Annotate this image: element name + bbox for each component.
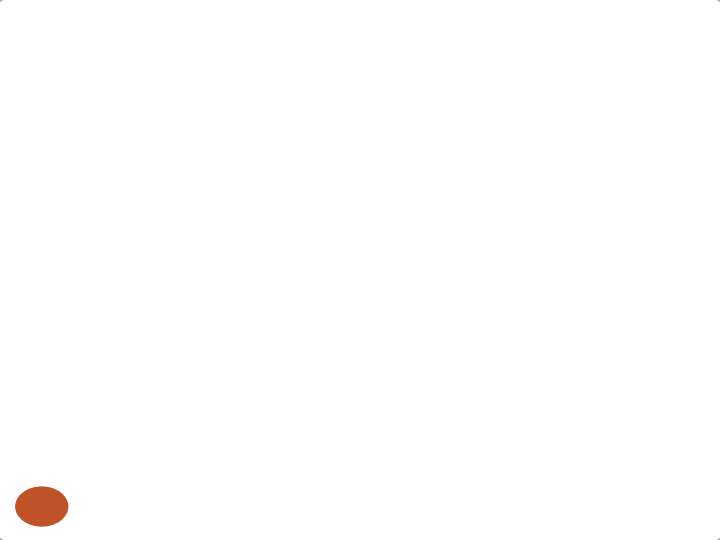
Text: dataType [][]arrayRefVar; (or): dataType [][]arrayRefVar; (or) [101,312,384,330]
Text: ♻: ♻ [60,357,78,376]
Text: known as matrix form).: known as matrix form). [107,146,327,165]
Text: ♻: ♻ [60,403,78,422]
Text: dataType[][] arrayRefVar; (or): dataType[][] arrayRefVar; (or) [101,266,384,284]
Text: ♻: ♻ [60,266,78,285]
Text: ♻: ♻ [60,113,78,132]
Text: 11: 11 [31,499,53,514]
Text: ♻: ♻ [60,312,78,330]
Text: Syntax to Declare Multidimensional Array: Syntax to Declare Multidimensional Array [50,220,491,238]
Text: data is stored in row and column based index (also: data is stored in row and column based i… [101,113,582,131]
Text: Multidimensional array: Multidimensional array [153,46,567,80]
Text: dataType []arrayRefVar[];: dataType []arrayRefVar[]; [101,403,344,422]
Text: dataType arrayRefVar[][]; (or): dataType arrayRefVar[][]; (or) [101,357,384,376]
